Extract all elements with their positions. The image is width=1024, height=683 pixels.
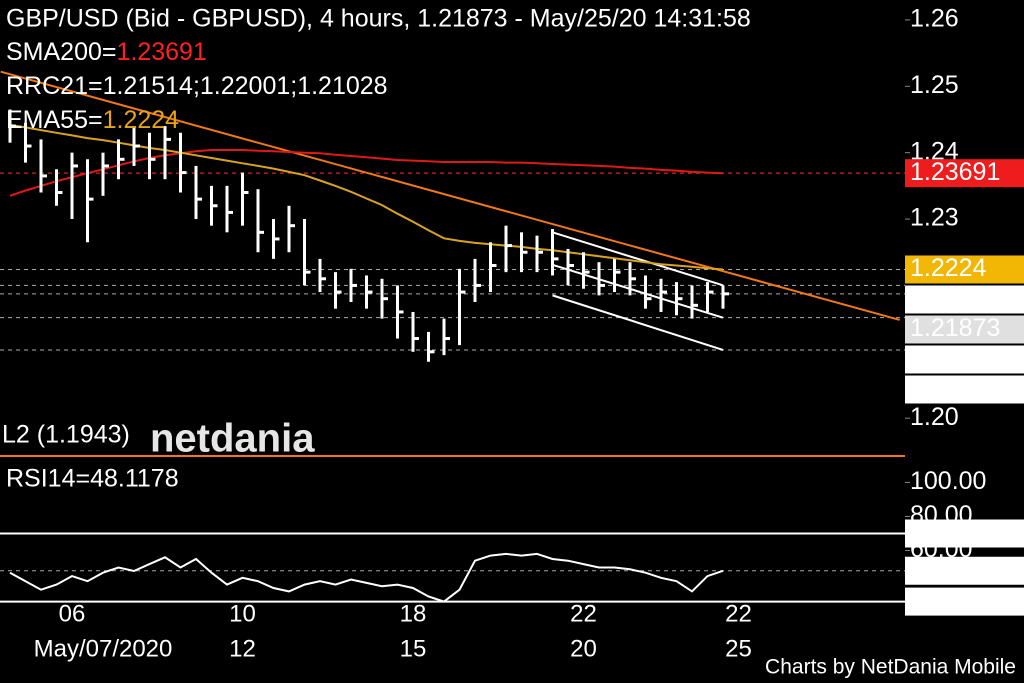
x-tick-label: May/07/2020: [34, 635, 173, 662]
level-box: [905, 285, 1024, 314]
level-label: 1.22001: [910, 284, 1000, 312]
trendline: [0, 70, 900, 321]
level-label: 1.21873: [910, 314, 1000, 342]
channel-lower: [552, 294, 724, 351]
legend-name: RRC21=1.21514;1.22001;1.21028: [6, 72, 388, 100]
indicator-line: [9, 149, 724, 197]
x-tick-label: 06: [59, 600, 86, 627]
x-tick-label: 15: [400, 635, 427, 662]
rsi-level-label: 70.00: [910, 518, 973, 546]
level-box: [905, 345, 1024, 374]
chart-title: GBP/USD (Bid - GBPUSD), 4 hours, 1.21873…: [6, 5, 751, 33]
footer: Charts by NetDania Mobile: [765, 656, 1016, 679]
rsi-title: RSI14=48.1178: [6, 465, 179, 493]
level-box: [905, 159, 1024, 188]
legend-entry: EMA55=1.2224: [6, 106, 179, 134]
rsi-level-label: 30.00: [910, 586, 973, 614]
x-tick-label: 18: [400, 600, 427, 627]
legend-value: 1.2224: [103, 106, 180, 134]
y-tick-label: 1.26: [910, 5, 959, 33]
y-tick-label: 1.25: [910, 71, 959, 99]
x-tick-label: 22: [725, 600, 752, 627]
legend-name: EMA55=: [6, 106, 103, 134]
rsi-level-box: [905, 587, 1024, 616]
rsi-level-box: [905, 556, 1024, 585]
level-label: 1.21028: [910, 374, 1000, 402]
channel-middle: [552, 263, 724, 319]
l2-label: L2 (1.1943): [2, 421, 130, 449]
y-tick-label: 1.23: [910, 204, 959, 232]
legend-entry: RRC21=1.21514;1.22001;1.21028: [6, 72, 388, 100]
legend-value: 1.23691: [117, 38, 207, 66]
level-box: [905, 375, 1024, 404]
rsi-level-box: [905, 519, 1024, 548]
level-label: 1.2224: [910, 254, 987, 282]
legend-entry: SMA200=1.23691: [6, 38, 207, 66]
level-box: [905, 315, 1024, 344]
y-tick-label: 1.20: [910, 403, 959, 431]
watermark: netdania: [150, 417, 315, 461]
x-tick-label: 22: [570, 600, 597, 627]
channel-upper: [552, 231, 724, 287]
level-label: 1.21514: [910, 344, 1000, 372]
rsi-line: [9, 552, 724, 603]
x-tick-label: 25: [725, 635, 752, 662]
x-tick-label: 20: [570, 635, 597, 662]
y-tick-label: 100.00: [910, 467, 986, 495]
x-tick-label: 10: [229, 600, 256, 627]
legend-name: SMA200=: [6, 38, 117, 66]
level-box: [905, 255, 1024, 284]
rsi-level-label: 48.1178: [910, 555, 999, 583]
x-tick-label: 12: [229, 635, 256, 662]
indicator-line: [9, 123, 724, 271]
level-label: 1.23691: [910, 158, 1000, 186]
